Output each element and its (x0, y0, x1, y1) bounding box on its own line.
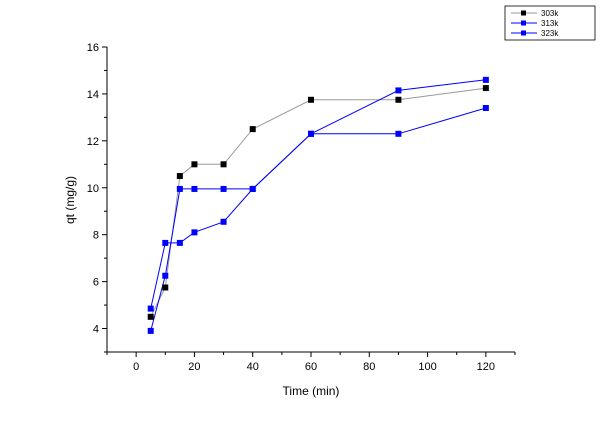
data-point-313k (220, 185, 227, 192)
data-point-323k (220, 218, 227, 225)
data-point-313k (482, 76, 489, 83)
data-point-323k (482, 105, 489, 111)
data-point-323k (162, 239, 169, 246)
series-line-323k (150, 107, 487, 309)
data-point-313k (162, 272, 169, 279)
x-tick-label: 60 (305, 361, 317, 373)
legend-marker (521, 30, 526, 36)
legend-marker (521, 10, 526, 16)
data-point-323k (249, 185, 256, 192)
data-point-303k (191, 161, 198, 168)
y-tick-label: 10 (87, 183, 99, 195)
y-tick-label: 6 (93, 277, 99, 289)
plot-area (147, 76, 489, 334)
data-point-303k (395, 96, 402, 103)
y-tick-label: 4 (93, 324, 99, 336)
legend-label: 313k (541, 19, 559, 28)
data-point-303k (176, 173, 183, 180)
legend-label: 323k (541, 29, 559, 38)
y-axis-title: qt (mg/g) (63, 176, 77, 224)
data-point-303k (147, 313, 154, 320)
data-point-323k (147, 305, 154, 312)
y-tick-label: 8 (93, 230, 99, 242)
data-point-323k (308, 130, 314, 137)
y-tick-label: 12 (87, 136, 99, 148)
data-point-303k (220, 161, 227, 168)
data-point-323k (191, 229, 198, 236)
data-point-313k (191, 185, 198, 192)
y-tick-label: 16 (87, 42, 99, 54)
x-tick-label: 80 (363, 361, 375, 373)
y-ticks: 4 6 8 10 12 14 16 (87, 42, 107, 353)
data-point-323k (395, 130, 402, 137)
data-point-303k (308, 96, 314, 103)
data-point-323k (176, 239, 183, 246)
x-tick-label: 100 (418, 361, 436, 373)
y-tick-label: 14 (87, 89, 99, 101)
data-point-313k (176, 185, 183, 192)
x-axis-title: Time (min) (283, 384, 340, 398)
data-point-313k (395, 87, 402, 94)
legend-label: 303k (541, 9, 559, 18)
series-line-313k (150, 79, 486, 332)
x-ticks: 0 20 40 60 80 100 120 (106, 352, 516, 373)
legend-marker (521, 20, 526, 26)
data-point-313k (147, 327, 154, 334)
x-tick-label: 20 (188, 361, 200, 373)
x-tick-label: 0 (133, 361, 139, 373)
data-point-303k (249, 126, 256, 133)
data-point-303k (482, 85, 489, 92)
data-point-303k (162, 284, 169, 291)
x-tick-label: 40 (247, 361, 259, 373)
x-tick-label: 120 (477, 361, 495, 373)
